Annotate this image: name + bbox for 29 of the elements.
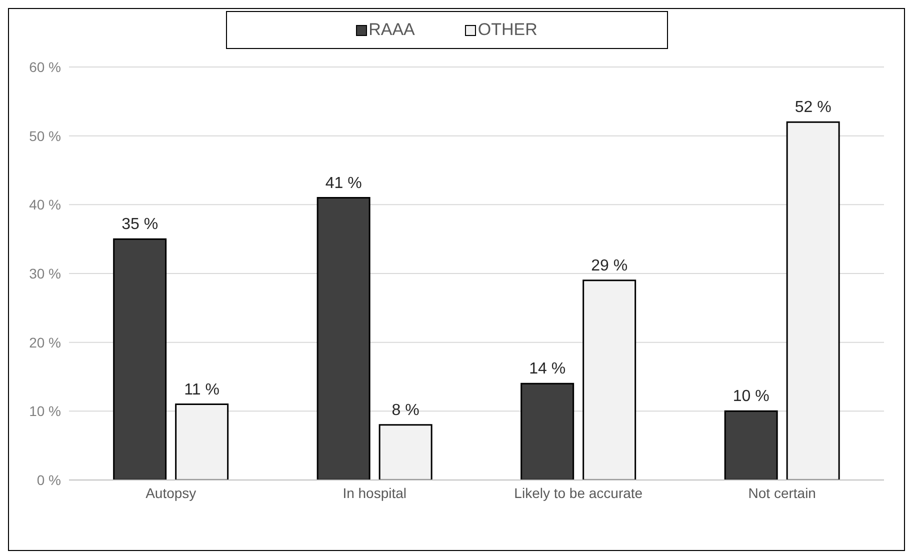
data-label: 29 % (591, 257, 628, 274)
data-label: 14 % (529, 360, 566, 378)
x-tick-label: Not certain (748, 484, 816, 501)
x-tick-label: Likely to be accurate (514, 484, 643, 501)
bar (378, 424, 432, 480)
bar (316, 197, 370, 480)
y-tick-label: 50 % (29, 128, 61, 144)
bar (520, 382, 574, 480)
bar (786, 121, 840, 480)
bar (582, 280, 636, 480)
y-tick-label: 30 % (29, 265, 61, 282)
data-label: 52 % (794, 99, 832, 116)
data-label: 41 % (325, 174, 362, 192)
x-tick-label: Autopsy (146, 484, 196, 501)
data-label: 10 % (732, 388, 770, 406)
bar (175, 404, 229, 480)
x-tick-label: In hospital (342, 484, 407, 501)
y-tick-label: 10 % (29, 403, 61, 420)
data-label: 35 % (122, 216, 158, 234)
bar (724, 410, 778, 480)
y-tick-label: 0 % (36, 472, 61, 488)
y-tick-label: 60 % (29, 58, 61, 75)
legend-label: OTHER (476, 20, 538, 40)
data-label: 8 % (392, 402, 420, 419)
y-tick-label: 20 % (29, 334, 61, 350)
legend-label: RAAA (368, 20, 415, 40)
data-label: 11 % (184, 381, 220, 398)
y-tick-label: 40 % (29, 196, 61, 213)
bar (113, 238, 167, 480)
